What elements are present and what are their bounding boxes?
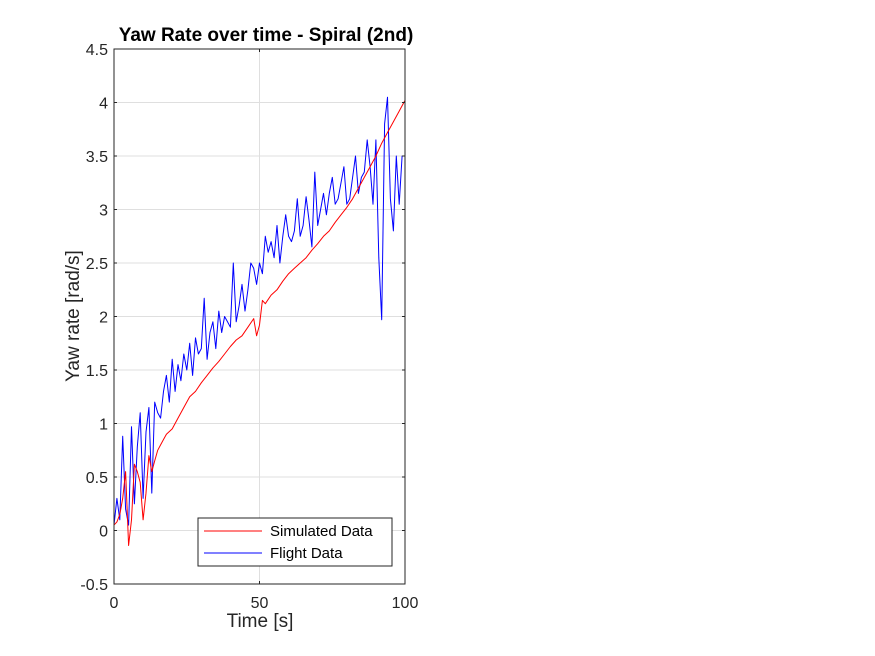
series-line-flight <box>113 96 405 526</box>
y-axis-label: Yaw rate [rad/s] <box>63 250 84 382</box>
x-tick-label: 0 <box>110 595 119 612</box>
x-axis-label: Time [s] <box>227 611 294 632</box>
legend: Simulated Data Flight Data <box>197 517 393 567</box>
plot-area: 0 50 100-0.500.511.522.533.544.5 <box>80 42 418 612</box>
y-tick-label: 3 <box>99 203 108 220</box>
y-tick-label: 0 <box>99 524 108 541</box>
legend-label-flight: Flight Data <box>270 545 343 562</box>
legend-box <box>197 517 393 567</box>
y-tick-label: 4 <box>99 96 108 113</box>
series-line-simulated <box>113 100 406 546</box>
x-tick-label: 50 <box>251 595 269 612</box>
y-tick-label: 2.5 <box>86 256 108 273</box>
y-tick-label: 4.5 <box>86 42 108 59</box>
chart-title: Yaw Rate over time - Spiral (2nd) <box>119 25 414 46</box>
y-tick-label: 3.5 <box>86 149 108 166</box>
grid <box>113 48 406 585</box>
x-tick-label: 100 <box>392 595 419 612</box>
y-tick-label: 1 <box>99 417 108 434</box>
y-tick-label: 1.5 <box>86 363 108 380</box>
y-tick-label: 2 <box>99 310 108 327</box>
legend-label-simulated: Simulated Data <box>270 523 373 540</box>
series-layer <box>113 96 406 546</box>
y-tick-label: 0.5 <box>86 470 108 487</box>
ticks <box>113 48 406 585</box>
tick-labels: 0 50 100-0.500.511.522.533.544.5 <box>80 42 418 612</box>
y-tick-label: -0.5 <box>80 577 108 594</box>
